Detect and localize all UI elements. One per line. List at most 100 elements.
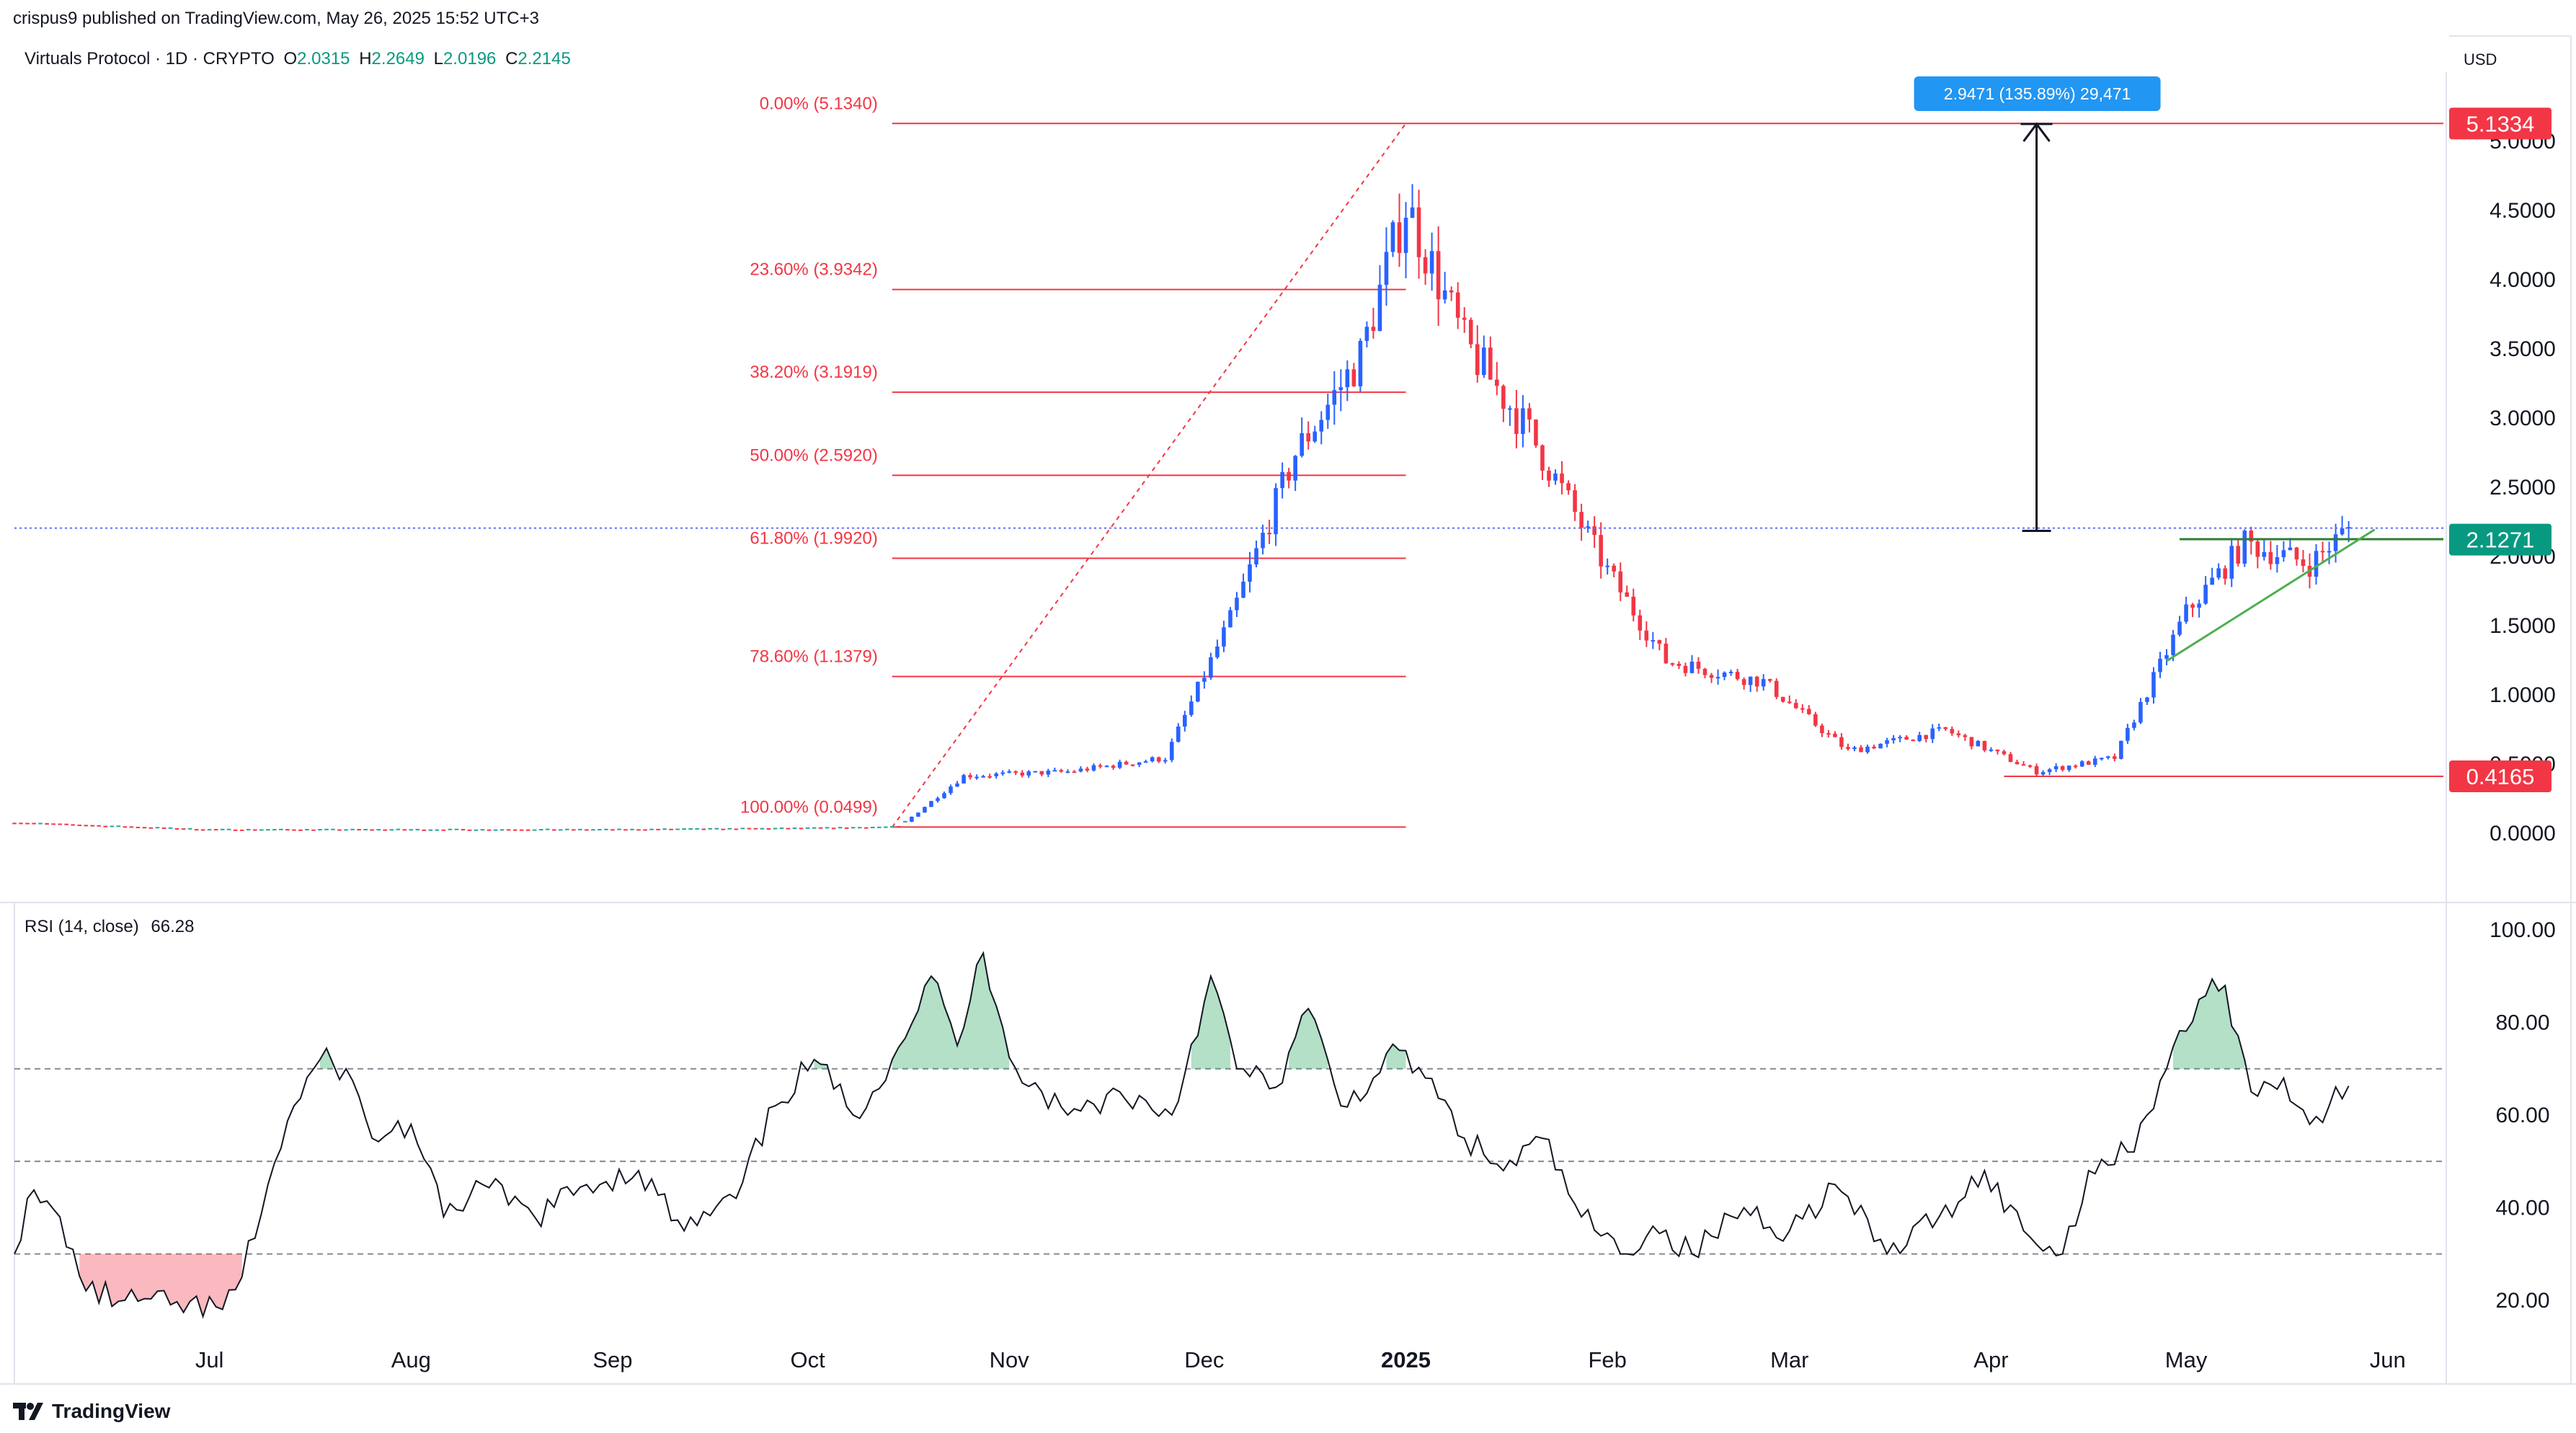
price-candle	[1761, 679, 1766, 687]
price-candle	[2177, 621, 2182, 635]
price-candle	[1065, 771, 1070, 773]
price-candle	[2158, 658, 2162, 673]
price-candle	[1345, 369, 1350, 388]
price-candle	[1865, 746, 1870, 753]
time-axis-label: Sep	[592, 1347, 632, 1372]
ohlc-high-value: 2.2649	[371, 49, 425, 68]
price-candle	[2034, 766, 2039, 775]
price-candle	[910, 817, 914, 822]
rsi-legend: RSI (14, close) 66.28	[25, 917, 194, 937]
price-candle	[1917, 735, 1922, 741]
price-candle	[936, 798, 940, 802]
rsi-overbought-fill	[892, 953, 1010, 1069]
price-candle	[1521, 408, 1525, 435]
price-candle	[2002, 751, 2007, 755]
price-candle	[1248, 564, 1252, 582]
price-candle	[1715, 677, 1720, 679]
price-candle	[1039, 771, 1044, 775]
price-candle	[1358, 340, 1363, 386]
price-candle	[1644, 630, 1649, 641]
price-candle	[2138, 701, 2143, 723]
price-candle	[2268, 551, 2273, 564]
time-axis-label: Nov	[990, 1347, 1030, 1372]
price-candle	[1124, 761, 1129, 765]
price-candle	[2203, 585, 2208, 604]
price-candle	[981, 776, 985, 778]
currency-label[interactable]: USD	[2464, 50, 2497, 68]
price-candle	[1475, 344, 1480, 376]
price-candle	[2060, 766, 2065, 771]
price-candle	[1657, 640, 1662, 644]
price-candle	[1794, 703, 1798, 709]
price-candle	[1898, 737, 1902, 739]
price-candle	[1566, 483, 1571, 491]
price-candle	[1104, 766, 1109, 768]
fib-level-label: 50.00% (2.5920)	[750, 445, 877, 465]
rsi-tick-label: 100.00	[2490, 918, 2556, 942]
price-candle	[916, 812, 920, 817]
price-badge	[2449, 107, 2551, 140]
time-axis-label: Mar	[1770, 1347, 1808, 1372]
price-candle	[2281, 550, 2286, 557]
price-candle	[942, 793, 946, 799]
price-candle	[1488, 347, 1493, 380]
price-candle	[1807, 709, 1811, 714]
price-candle	[1313, 431, 1318, 442]
time-axis-label: Jul	[195, 1347, 224, 1372]
price-candle	[1859, 747, 1863, 753]
price-candle	[1754, 676, 1759, 687]
price-candle	[1098, 765, 1103, 767]
price-candle	[2327, 551, 2332, 553]
time-axis-label: 2025	[1381, 1347, 1431, 1372]
price-candle	[1852, 747, 1857, 750]
fib-level-label: 100.00% (0.0499)	[740, 797, 878, 817]
price-candle	[2092, 758, 2097, 765]
price-tick-label: 4.0000	[2490, 268, 2556, 292]
price-tick-label: 4.5000	[2490, 199, 2556, 223]
price-candle	[1885, 740, 1889, 744]
price-candle	[1618, 571, 1623, 593]
price-candle	[1969, 737, 1974, 747]
price-candle	[2099, 758, 2104, 760]
fib-level-label: 38.20% (3.1919)	[750, 363, 877, 382]
price-candle	[2119, 740, 2123, 759]
price-candle	[1300, 432, 1304, 456]
price-candle	[1728, 671, 1733, 673]
time-axis-label: Jun	[2370, 1347, 2406, 1372]
price-candle	[1384, 252, 1389, 285]
price-candle	[1495, 379, 1499, 386]
price-candle	[1787, 701, 1792, 704]
price-candle	[1130, 764, 1135, 766]
time-axis-label: Aug	[391, 1347, 431, 1372]
rsi-tick-label: 80.00	[2495, 1011, 2549, 1035]
price-candle	[1202, 678, 1207, 682]
price-candle	[1676, 663, 1682, 666]
price-candle	[1436, 251, 1441, 300]
price-candle	[1410, 207, 1415, 218]
rsi-value: 66.28	[151, 917, 195, 936]
symbol-legend: Virtuals Protocol · 1D · CRYPTO O2.0315 …	[25, 49, 571, 69]
price-candle	[2223, 568, 2227, 579]
price-candle	[1325, 404, 1331, 420]
price-candle	[1709, 675, 1714, 678]
price-candle	[1767, 679, 1772, 681]
price-badge	[2449, 760, 2551, 793]
price-candle	[1338, 387, 1343, 391]
price-candle	[1599, 535, 1603, 567]
price-candle	[2333, 534, 2338, 551]
price-candle	[1930, 728, 1935, 740]
price-candle	[974, 776, 979, 778]
price-candle	[1826, 733, 1831, 735]
price-candle	[1423, 257, 1428, 274]
price-tick-label: 0.0000	[2490, 822, 2556, 846]
price-candle	[2346, 527, 2351, 529]
tradingview-logo: TradingView	[13, 1400, 170, 1423]
price-candle	[2242, 531, 2247, 564]
price-candle	[2340, 528, 2345, 535]
price-candle	[1612, 565, 1617, 572]
price-candle	[1689, 661, 1695, 673]
fib-level-label: 23.60% (3.9342)	[750, 260, 877, 280]
price-candle	[1013, 771, 1018, 773]
price-candle	[2314, 551, 2319, 577]
